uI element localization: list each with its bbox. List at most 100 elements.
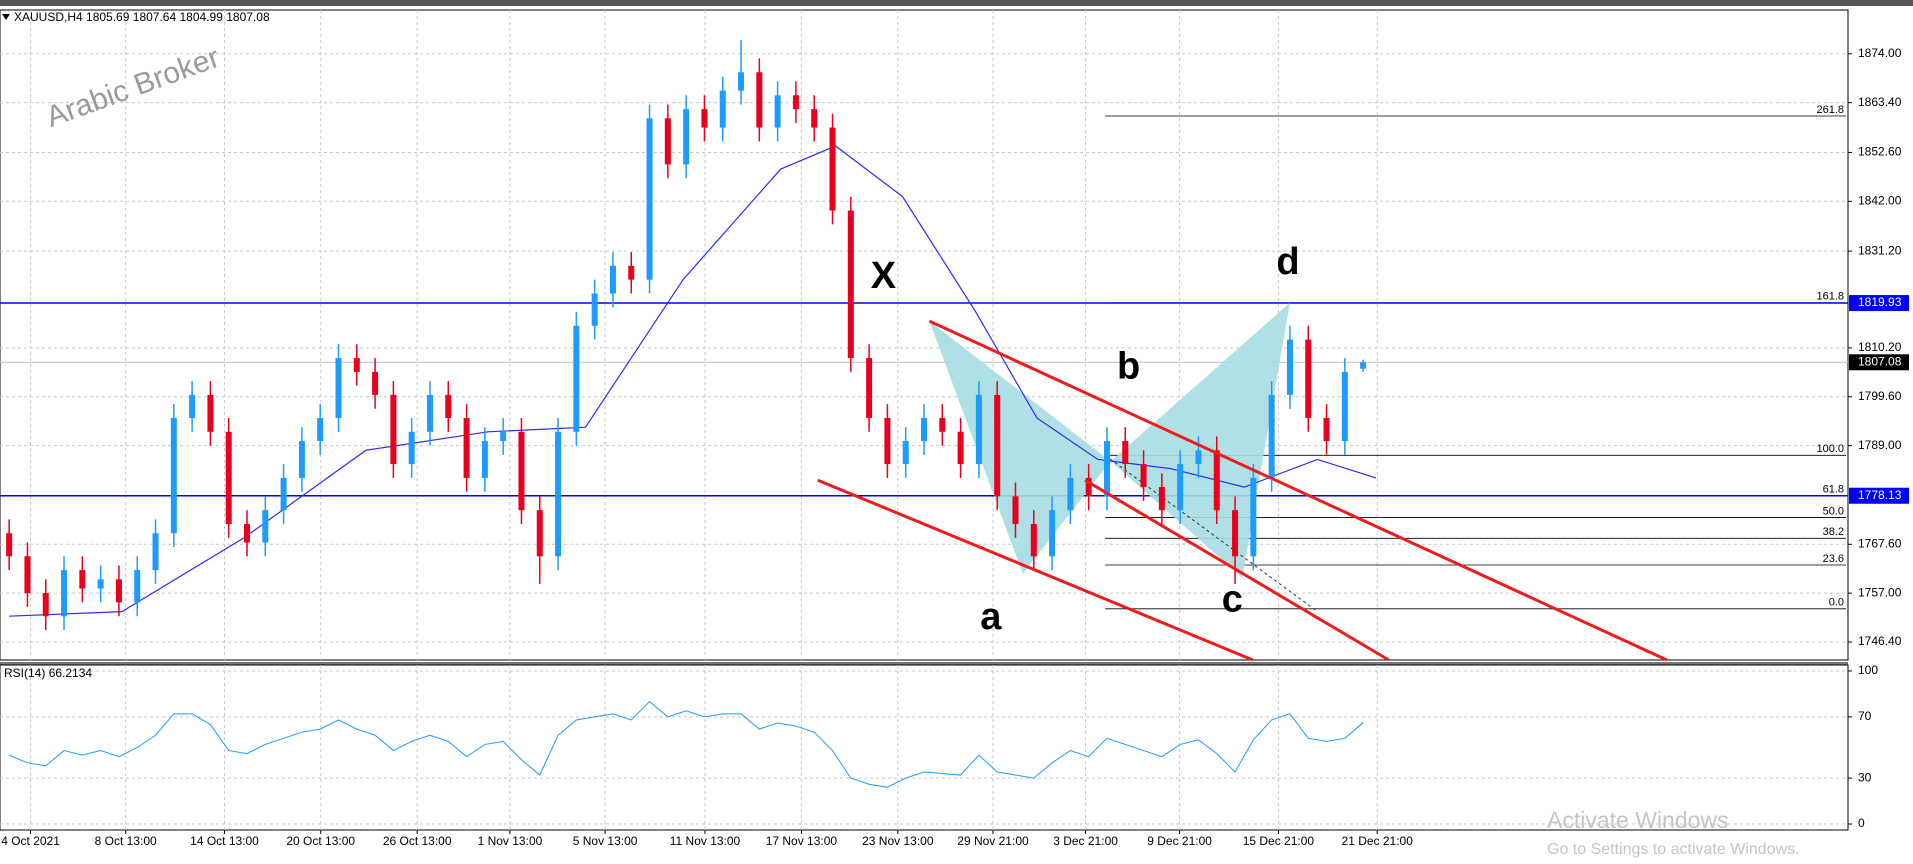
pattern-label: c [1222, 579, 1243, 621]
top-bar [0, 0, 1913, 6]
y-tick-label: 1831.20 [1858, 243, 1902, 257]
y-tick-label: 1757.00 [1858, 585, 1902, 599]
x-tick-label: 3 Dec 21:00 [1053, 834, 1118, 848]
fib-label: 61.8 [1823, 483, 1844, 495]
candle-body [61, 570, 68, 617]
ohlc-close: 1807.08 [226, 10, 270, 24]
candle-body [1305, 339, 1312, 418]
candle-body [1213, 450, 1220, 511]
y-tick-label: 1852.60 [1858, 145, 1902, 159]
candle-body [6, 533, 13, 557]
candle-body [1268, 394, 1275, 478]
x-tick-label: 20 Oct 13:00 [286, 834, 355, 848]
y-tick-label: 1810.20 [1858, 340, 1902, 354]
candle-body [591, 293, 598, 326]
candle-body [847, 210, 854, 359]
harmonic-triangle [1110, 302, 1290, 578]
pattern-label: d [1276, 241, 1299, 283]
candle-body [426, 394, 433, 432]
candle-body [884, 417, 891, 465]
rsi-frame [0, 664, 1849, 831]
candle-body [664, 118, 671, 165]
candle-body [1177, 464, 1184, 511]
candle-body [1103, 441, 1110, 497]
x-tick-label: 8 Oct 13:00 [95, 834, 157, 848]
candle-body [353, 358, 360, 372]
price-label-bg [1849, 295, 1909, 312]
fib-label: 23.6 [1823, 553, 1844, 565]
candle-body [298, 441, 305, 478]
trendline [817, 478, 1254, 662]
candle-body [1067, 477, 1074, 511]
y-tick-label: 1789.00 [1858, 438, 1902, 452]
rsi-tick-label: 70 [1858, 709, 1872, 723]
rsi-line [8, 700, 1364, 788]
x-tick-label: 14 Oct 13:00 [190, 834, 259, 848]
rsi-label: RSI(14) 66.2134 [4, 666, 92, 680]
price-label: 1807.08 [1858, 354, 1902, 368]
candle-body [609, 265, 616, 294]
harmonic-triangle [929, 321, 1111, 574]
x-tick-label: 1 Nov 13:00 [478, 834, 543, 848]
pattern-label: X [871, 255, 897, 297]
candle-body [189, 394, 196, 418]
candle-body [225, 431, 232, 525]
ohlc-low: 1804.99 [180, 10, 224, 24]
candle-body [244, 524, 251, 543]
fib-label: 261.8 [1816, 104, 1844, 116]
y-tick-label: 1874.00 [1858, 46, 1902, 60]
x-tick-label: 21 Dec 21:00 [1342, 834, 1414, 848]
fib-label: 161.8 [1816, 291, 1844, 303]
candle-body [408, 431, 415, 465]
candle-body [518, 431, 525, 511]
ohlc-open: 1805.69 [86, 10, 130, 24]
price-label: 1778.13 [1858, 488, 1902, 502]
candle-body [939, 417, 946, 432]
candle-body [628, 265, 635, 280]
grid [0, 10, 1848, 830]
x-tick-label: 4 Oct 2021 [1, 834, 60, 848]
x-tick-label: 5 Nov 13:00 [573, 834, 638, 848]
rsi-name: RSI(14) [4, 666, 45, 680]
activate-title: Activate Windows [1547, 807, 1729, 833]
candle-body [390, 394, 397, 465]
candle-body [500, 431, 507, 442]
candle-body [975, 394, 982, 465]
candle-body [262, 510, 269, 543]
y-tick-label: 1767.60 [1858, 536, 1902, 550]
candle-body [1030, 524, 1037, 557]
candle-body [555, 431, 562, 557]
candle-body [317, 417, 324, 442]
candle-body [1140, 464, 1147, 488]
candle-body [774, 95, 781, 128]
main-frame [0, 9, 1849, 661]
price-label-bg [1849, 354, 1909, 371]
menu-arrow [2, 14, 10, 20]
candle-body [280, 477, 287, 511]
fib-label: 0.0 [1829, 597, 1844, 609]
fib-label: 100.0 [1816, 443, 1844, 455]
candle-body [829, 127, 836, 211]
pattern-label: a [980, 596, 1002, 638]
x-tick-label: 17 Nov 13:00 [766, 834, 838, 848]
candle-body [1341, 371, 1348, 442]
candle-body [719, 90, 726, 128]
candle-body [536, 510, 543, 557]
candle-body [994, 394, 1001, 497]
x-tick-label: 23 Nov 13:00 [862, 834, 934, 848]
candle-body [646, 118, 653, 280]
candle-body [481, 441, 488, 478]
y-tick-label: 1863.40 [1858, 95, 1902, 109]
fib-label: 38.2 [1823, 526, 1844, 538]
trendline [1084, 478, 1390, 662]
candle-body [152, 533, 159, 571]
x-tick-label: 9 Dec 21:00 [1147, 834, 1212, 848]
dashed-line [1104, 454, 1316, 611]
candle-body [921, 417, 927, 442]
candle-body [957, 431, 964, 465]
candle-body [756, 72, 763, 128]
candle-body [115, 579, 122, 603]
